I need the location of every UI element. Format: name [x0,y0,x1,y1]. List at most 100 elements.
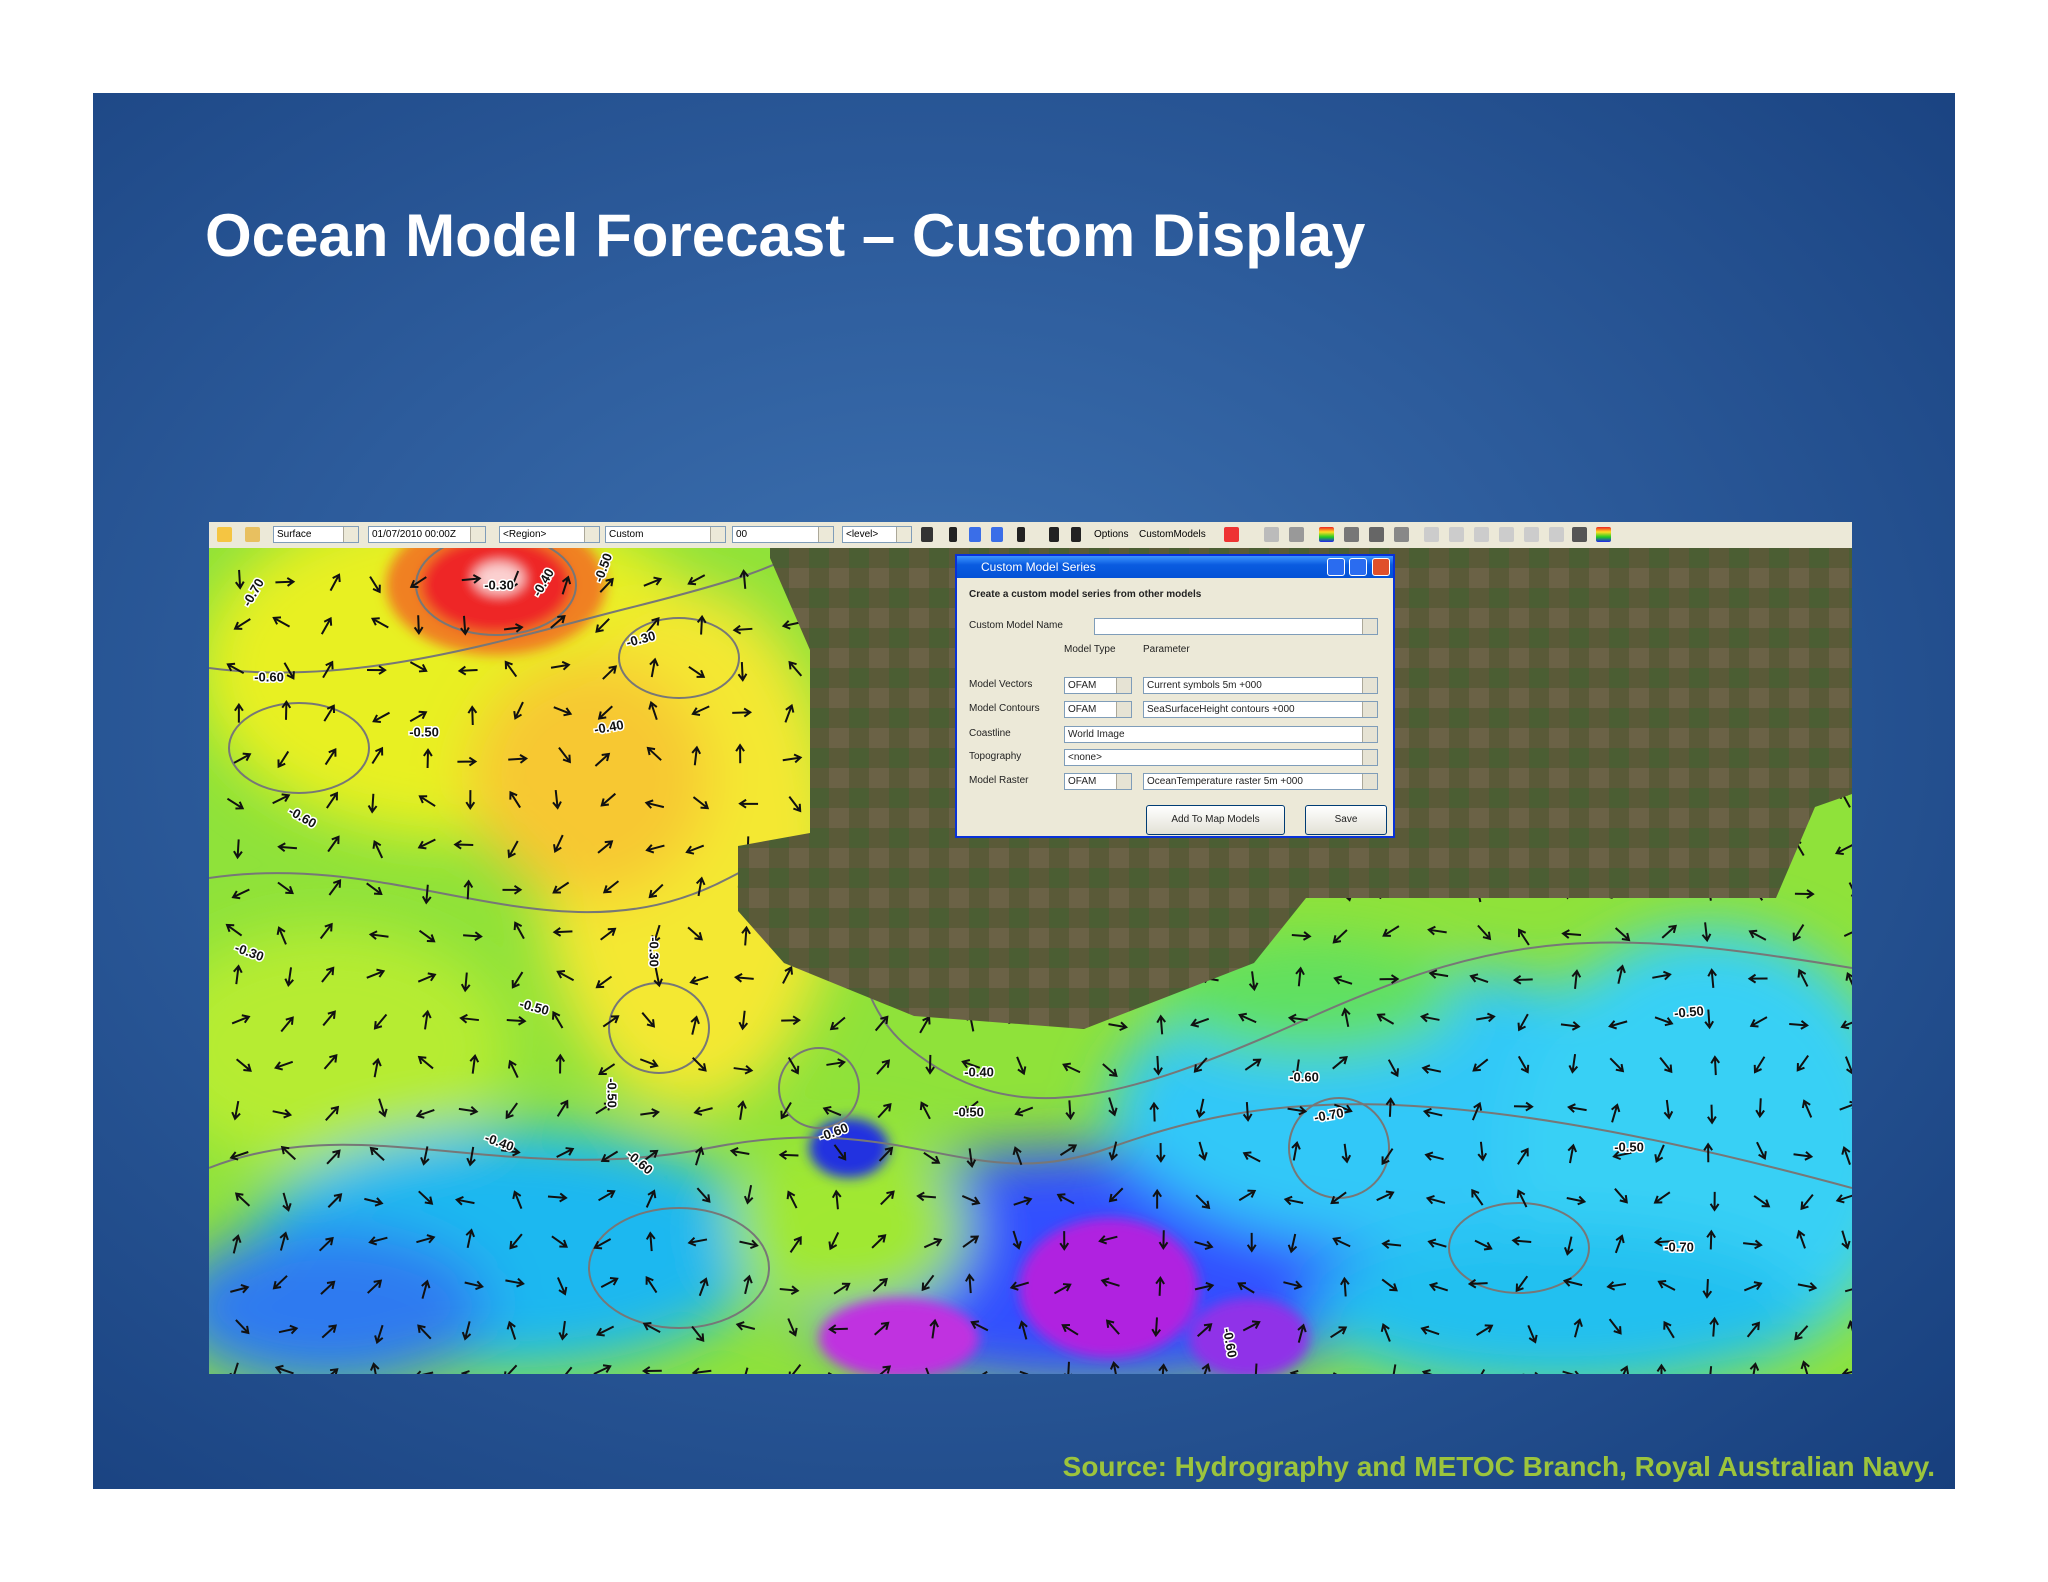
arrow [961,1059,981,1069]
arrow [508,754,529,764]
arrow [1612,1150,1632,1161]
arrow [284,967,294,987]
arrow [1333,975,1353,985]
arrow [552,927,573,937]
add-button[interactable]: Add To Map Models [1146,805,1285,835]
icon[interactable] [1369,527,1384,542]
arrow [1517,1013,1529,1032]
contour-label: -0.50 [954,1104,984,1119]
parameter-dropdown[interactable]: OceanTemperature raster 5m +000 [1143,773,1378,790]
arrow [234,569,245,590]
arrow [368,1236,388,1246]
arrow [1295,966,1305,987]
save-button[interactable]: Save [1305,805,1387,835]
icon[interactable] [1049,527,1059,542]
dropdown[interactable]: <level> [842,526,912,543]
arrow [1059,1144,1078,1156]
arrow [229,1151,249,1161]
icon[interactable] [1319,527,1334,542]
arrow [283,662,295,680]
arrow [1242,1320,1261,1332]
arrow [1710,1055,1721,1076]
arrow [1198,1141,1208,1161]
icon[interactable] [1474,527,1489,542]
icon[interactable] [1289,527,1304,542]
icon[interactable] [991,527,1003,542]
arrow [1568,1053,1579,1074]
icon[interactable] [245,527,260,542]
arrow [275,577,296,587]
icon[interactable] [1264,527,1279,542]
arrow [788,660,803,677]
arrow [1749,1016,1768,1028]
icon[interactable] [217,527,232,542]
arrow [459,1013,479,1024]
arrow [1618,1365,1630,1374]
arrow [1527,1325,1538,1344]
arrow [1567,1103,1587,1113]
icon[interactable] [921,527,933,542]
type-dropdown[interactable]: OFAM [1064,677,1132,694]
arrow [1332,1056,1348,1070]
maximize-button[interactable] [1349,558,1367,576]
arrow [277,881,294,895]
type-dropdown[interactable]: OFAM [1064,701,1132,718]
dropdown[interactable]: 00 [732,526,834,543]
icon[interactable] [1449,527,1464,542]
arrow [965,1273,975,1294]
icon[interactable] [1499,527,1514,542]
parameter-dropdown[interactable]: Current symbols 5m +000 [1143,677,1378,694]
arrow [1250,1363,1261,1374]
dropdown[interactable]: Surface [273,526,359,543]
icon[interactable] [1017,527,1025,542]
parameter-dropdown[interactable]: World Image [1064,726,1378,743]
arrow [235,1058,252,1072]
arrow [1477,924,1492,941]
arrow [320,1280,336,1295]
dropdown[interactable]: Custom [605,526,726,543]
arrow [422,1009,432,1030]
arrow [1841,1145,1851,1165]
icon[interactable] [1424,527,1439,542]
arrow [1014,1106,1034,1117]
arrow [1190,1017,1210,1028]
arrow [374,1324,384,1345]
arrow [1158,1230,1169,1251]
arrow [828,1231,840,1251]
arrow [1654,1144,1665,1164]
dropdown[interactable]: 01/07/2010 00:00Z [368,526,486,543]
icon[interactable] [1344,527,1359,542]
icon[interactable] [1524,527,1539,542]
icon[interactable] [969,527,981,542]
icon[interactable] [949,527,957,542]
dropdown[interactable]: <Region> [499,526,600,543]
arrow [732,707,753,718]
icon[interactable] [1596,527,1611,542]
arrow [919,1015,931,1034]
arrow [1571,969,1582,989]
arrow [1663,1099,1674,1120]
arrow [328,879,342,896]
icon[interactable] [1549,527,1564,542]
parameter-dropdown[interactable]: <none> [1064,749,1378,766]
toolbar-button[interactable]: Options [1094,529,1129,540]
arrow [457,756,478,767]
icon[interactable] [1394,527,1409,542]
arrow [1793,1151,1814,1161]
type-dropdown[interactable]: OFAM [1064,773,1132,790]
arrow [453,839,474,850]
arrow [370,1362,380,1374]
arrow [692,796,710,810]
arrow [1794,1325,1809,1341]
arrow [1614,1188,1628,1204]
parameter-dropdown[interactable]: SeaSurfaceHeight contours +000 [1143,701,1378,718]
arrow [789,1236,802,1253]
arrow [735,743,745,764]
minimize-button[interactable] [1327,558,1345,576]
name-input[interactable] [1094,618,1378,635]
close-button[interactable] [1372,558,1390,576]
icon[interactable] [1572,527,1587,542]
icon[interactable] [1224,527,1239,542]
icon[interactable] [1071,527,1081,542]
toolbar-button[interactable]: CustomModels [1139,529,1206,540]
